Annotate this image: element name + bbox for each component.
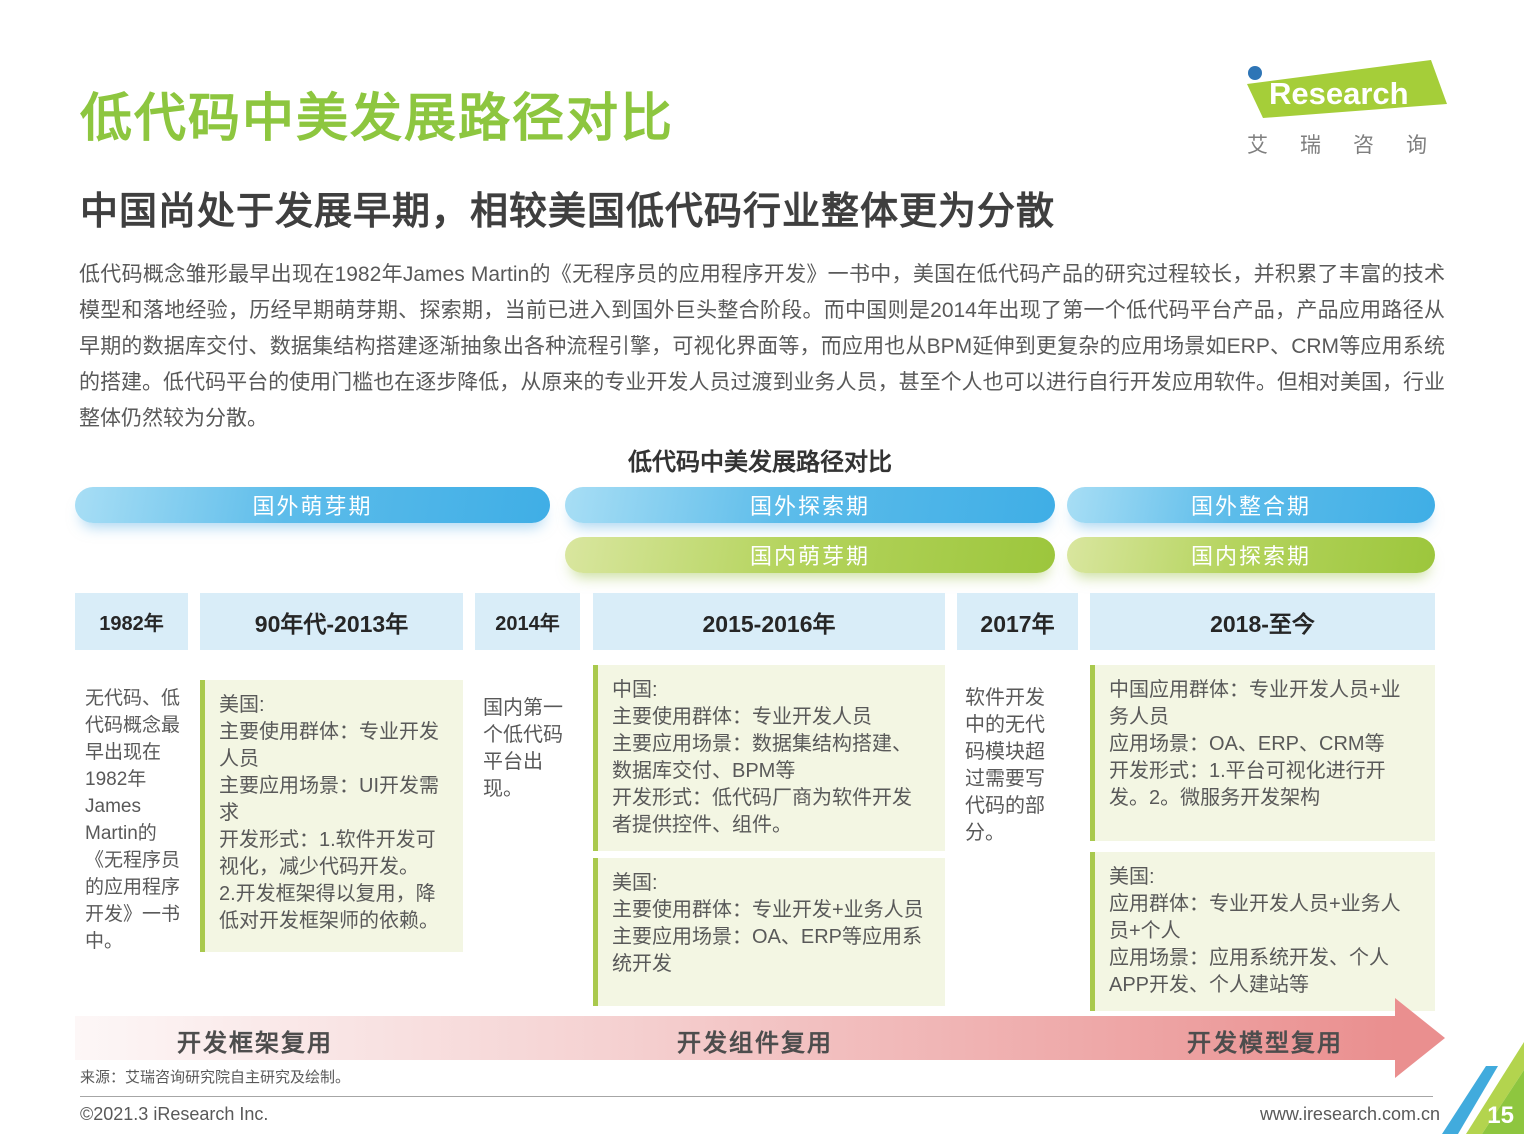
- year-cell-2014: 2014年: [475, 593, 580, 650]
- intro-paragraph: 低代码概念雏形最早出现在1982年James Martin的《无程序员的应用程序…: [79, 263, 1445, 430]
- corner-decoration: [1442, 1042, 1524, 1134]
- page-title: 低代码中美发展路径对比: [80, 90, 675, 148]
- logo-cn-label: 艾瑞咨询: [1247, 134, 1459, 157]
- logo-i-dot-icon: [1248, 66, 1262, 80]
- corner-light-green-stripe: [1466, 1042, 1524, 1134]
- arrow-head-icon: [1395, 998, 1445, 1078]
- diagram-title: 低代码中美发展路径对比: [628, 449, 892, 476]
- corner-blue-stripe: [1442, 1066, 1498, 1134]
- col-2015-usa-box: 美国: 主要使用群体：专业开发+业务人员 主要应用场景：OA、ERP等应用系统开…: [593, 858, 945, 1006]
- bar-domestic-sprout: 国内萌芽期: [565, 537, 1055, 573]
- bar-foreign-sprout: 国外萌芽期: [75, 487, 550, 523]
- year-cell-2015-2016: 2015-2016年: [593, 593, 945, 650]
- col-1982-note: 无代码、低代码概念最早出现在1982年James Martin的《无程序员的应用…: [85, 688, 181, 952]
- corner-green-triangle: [1482, 1070, 1524, 1134]
- bar-foreign-explore: 国外探索期: [565, 487, 1055, 523]
- col-2018-usa-box: 美国: 应用群体：专业开发人员+业务人员+个人 应用场景：应用系统开发、个人AP…: [1090, 852, 1435, 1011]
- page-subtitle: 中国尚处于发展早期，相较美国低代码行业整体更为分散: [80, 191, 1056, 233]
- logo-parallelogram: [1247, 60, 1447, 118]
- arrow-label-model: 开发模型复用: [1187, 1030, 1343, 1057]
- col-2015-china-box: 中国: 主要使用群体：专业开发人员 主要应用场景：数据集结构搭建、数据库交付、B…: [593, 665, 945, 851]
- bar-foreign-integrate: 国外整合期: [1067, 487, 1435, 523]
- bar-domestic-explore: 国内探索期: [1067, 537, 1435, 573]
- col-2018-china-box: 中国应用群体：专业开发人员+业务人员 应用场景：OA、ERP、CRM等 开发形式…: [1090, 665, 1435, 841]
- col-90s-usa-box: 美国: 主要使用群体：专业开发人员 主要应用场景：UI开发需求 开发形式：1.软…: [200, 680, 463, 952]
- footer-url[interactable]: www.iresearch.com.cn: [1259, 1104, 1440, 1124]
- reuse-arrow: [75, 1016, 1395, 1060]
- logo-latin-text: Research: [1269, 76, 1409, 111]
- iresearch-logo-mark: Research: [1247, 60, 1447, 118]
- footer-divider: [80, 1096, 1433, 1097]
- arrow-label-component: 开发组件复用: [677, 1030, 833, 1057]
- source-note: 来源：艾瑞咨询研究院自主研究及绘制。: [80, 1069, 351, 1086]
- year-cell-90s-2013: 90年代-2013年: [200, 593, 463, 650]
- arrow-label-framework: 开发框架复用: [177, 1030, 333, 1057]
- year-cell-2018-now: 2018-至今: [1090, 593, 1435, 650]
- iresearch-logo: Research 艾瑞咨询: [1233, 58, 1453, 159]
- footer-copyright: ©2021.3 iResearch Inc.: [80, 1104, 269, 1124]
- page-number: 15: [1487, 1102, 1514, 1129]
- year-cell-1982: 1982年: [75, 593, 188, 650]
- col-2017-note: 软件开发中的无代码模块超过需要写代码的部分。: [965, 687, 1045, 844]
- col-2014-note: 国内第一个低代码平台出现。: [483, 697, 563, 800]
- year-cell-2017: 2017年: [957, 593, 1078, 650]
